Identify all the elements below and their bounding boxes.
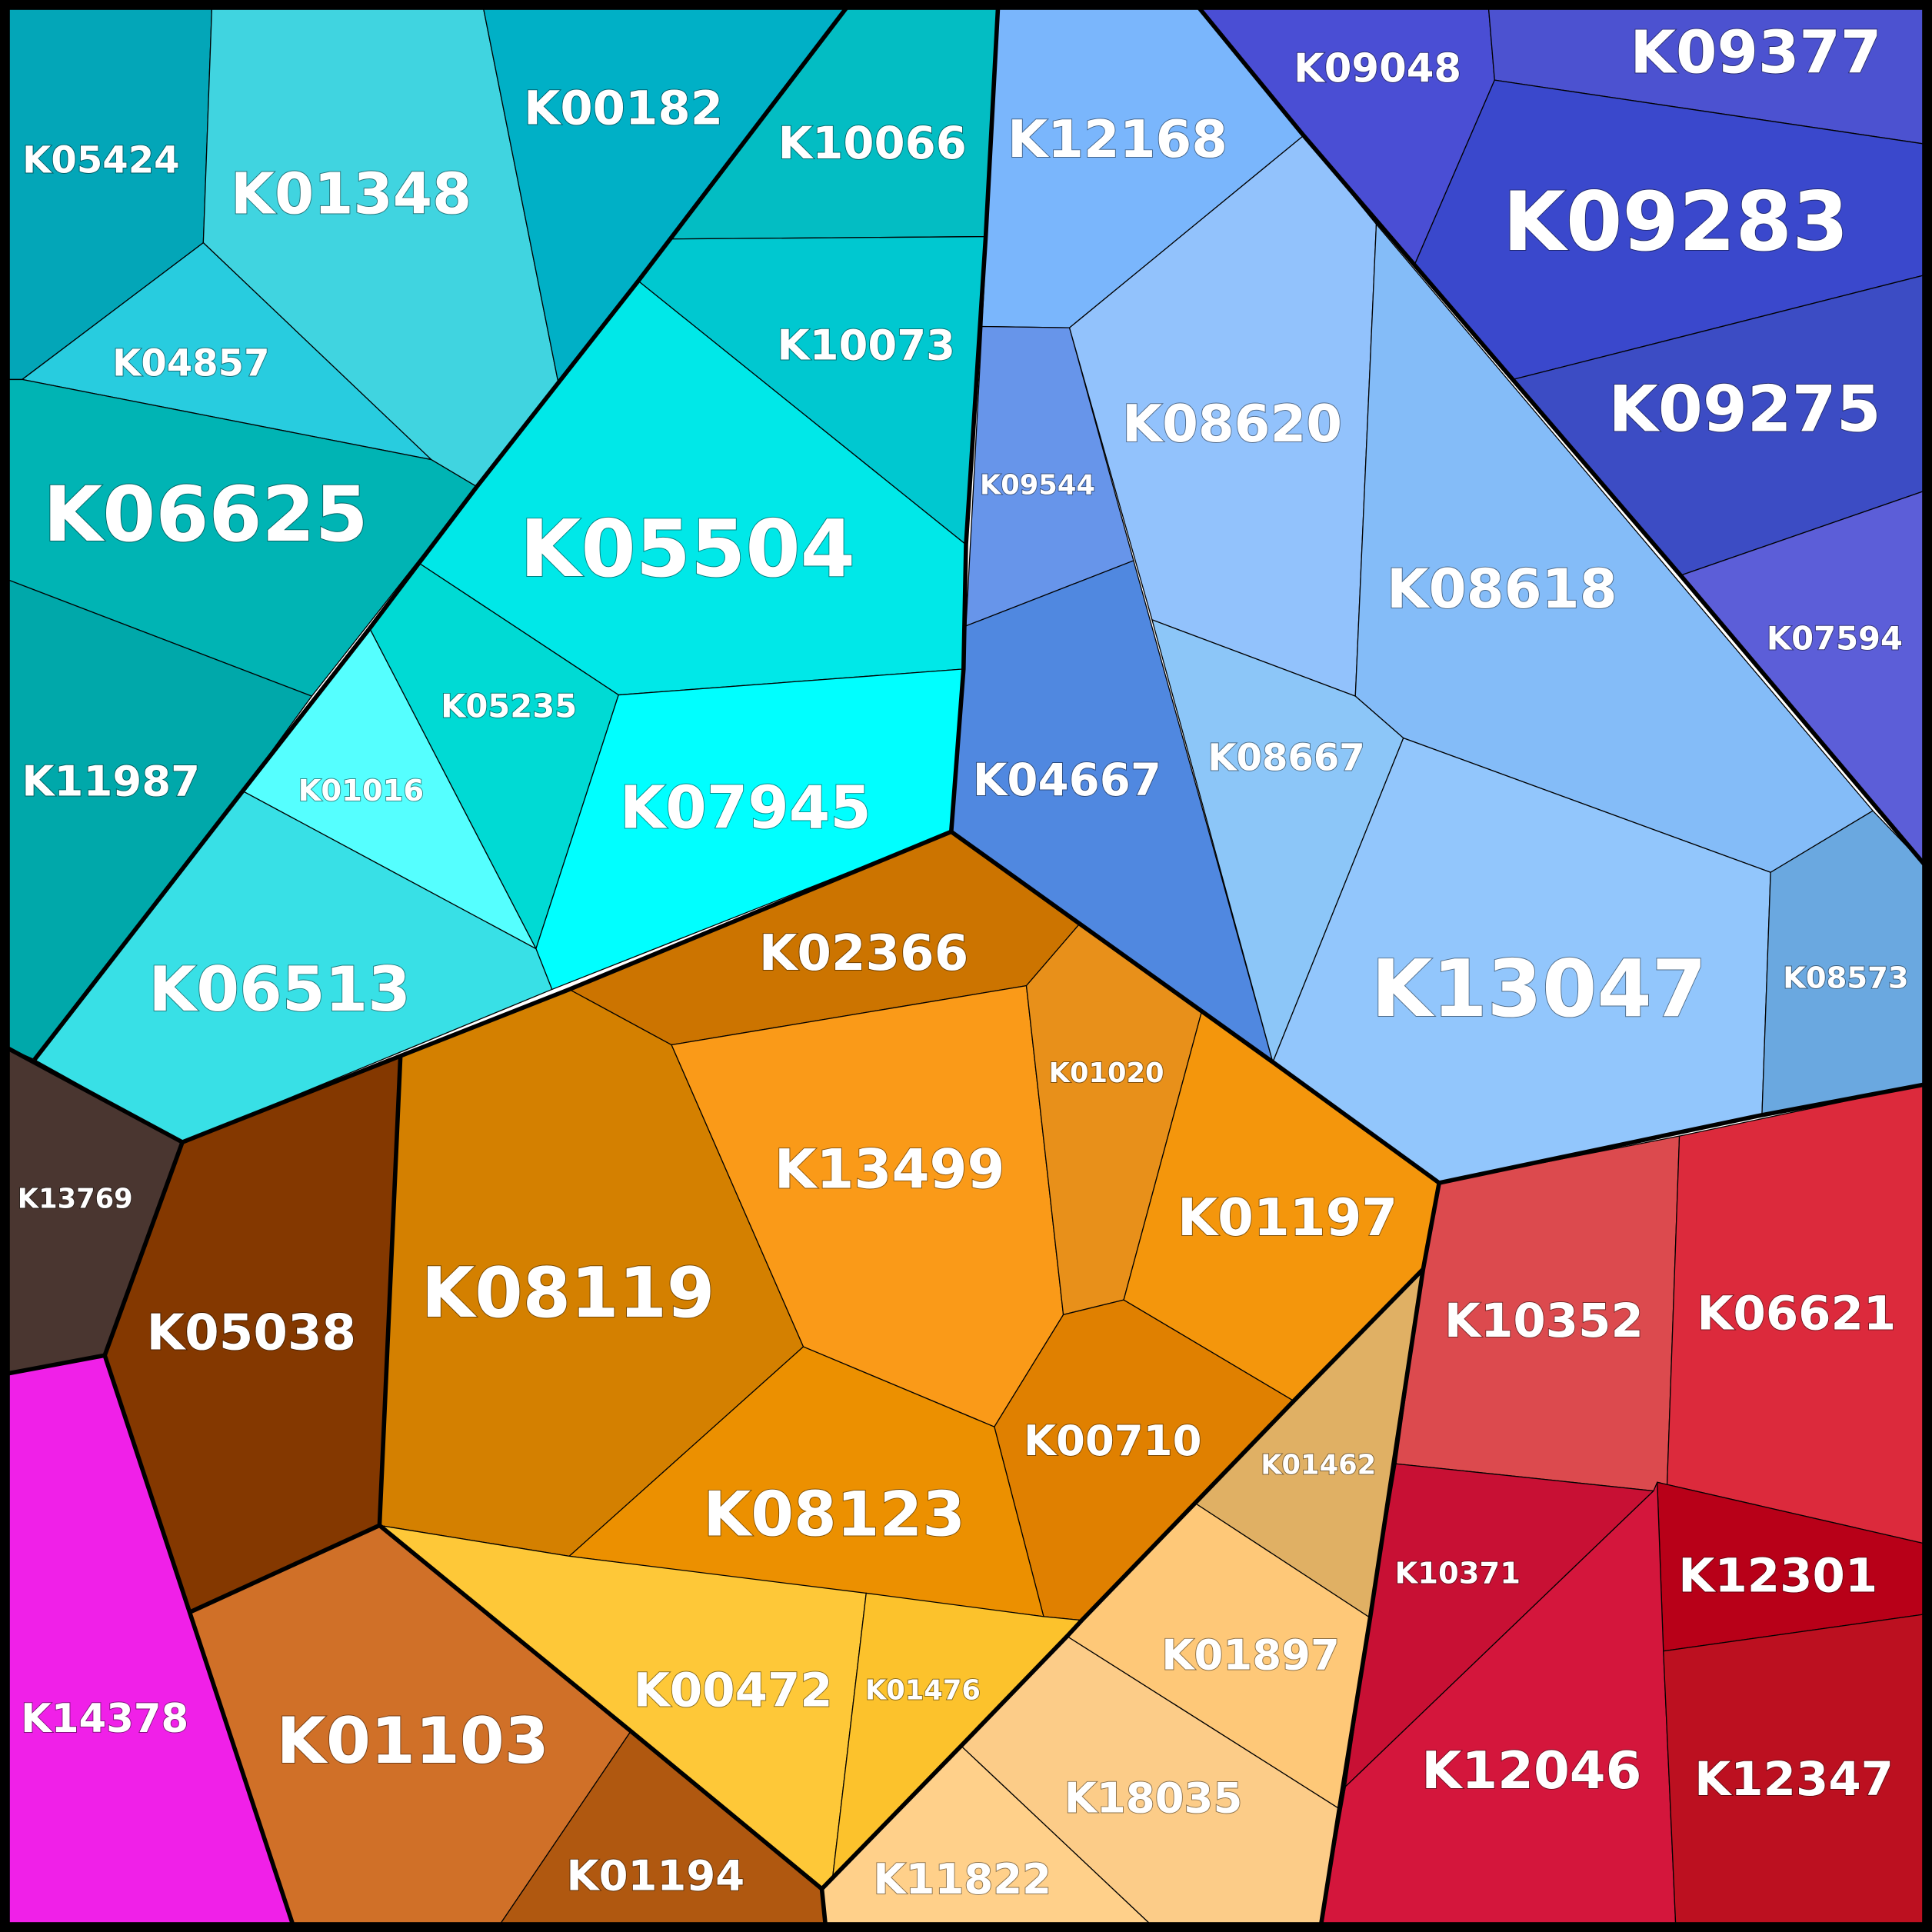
cell-label: K05235 (441, 687, 577, 724)
cell-label: K07594 (1767, 619, 1903, 657)
cell-label: K01897 (1161, 1631, 1340, 1680)
cell-label: K01194 (566, 1850, 744, 1900)
cell-label: K06513 (148, 954, 411, 1025)
cell-label: K05038 (147, 1304, 357, 1361)
cell-label: K13047 (1371, 944, 1707, 1035)
cell-label: K01462 (1261, 1449, 1376, 1481)
group-border (1438, 1082, 1927, 1185)
cell-label: K13769 (18, 1183, 133, 1214)
cell (535, 668, 964, 991)
cell-label: K09544 (980, 470, 1095, 501)
cell-label: K12347 (1694, 1752, 1894, 1807)
cell-label: K10352 (1444, 1294, 1644, 1348)
cell-label: K01016 (298, 774, 425, 808)
cell-label: K01103 (277, 1704, 549, 1778)
cell-label: K08573 (1783, 961, 1909, 996)
cell-label: K06621 (1697, 1286, 1896, 1341)
group-border (5, 1141, 185, 1377)
cells (5, 5, 1927, 1927)
cell-label: K01476 (865, 1675, 981, 1707)
group-border (32, 5, 850, 1061)
cell-label: K09283 (1503, 175, 1849, 269)
cell-label: K01020 (1049, 1058, 1164, 1089)
cell-label: K12168 (1008, 109, 1227, 169)
cell-label: K08667 (1208, 736, 1364, 779)
group-border (948, 5, 1001, 832)
cell-label: K00472 (634, 1664, 833, 1718)
cell-label: K07945 (620, 774, 871, 842)
cell-label: K10371 (1394, 1556, 1521, 1591)
cell-label: K10073 (777, 321, 955, 370)
group-border (1196, 5, 1928, 868)
group-border (1318, 1182, 1441, 1927)
group-border (377, 1055, 824, 1891)
cell-label: K06625 (43, 471, 368, 559)
cell-label: K00710 (1024, 1416, 1202, 1465)
cell-label: K02366 (759, 925, 969, 982)
cell-label: K11822 (873, 1854, 1051, 1904)
cell-label: K18035 (1064, 1773, 1243, 1822)
cell-label: K01197 (1178, 1188, 1397, 1247)
cell-label: K05504 (520, 504, 855, 595)
group-borders (5, 5, 1928, 1927)
labels: K05424 K01348 K00182 K10066 K10073 K04857 K066… (17, 18, 1910, 1904)
cell-label: K14378 (21, 1696, 188, 1742)
group-border (950, 830, 1441, 1185)
cell-label: K10066 (778, 117, 967, 169)
group-border (190, 1523, 381, 1614)
cell-label: K04667 (973, 754, 1161, 806)
cell-label: K13499 (774, 1138, 1005, 1201)
cell-label: K09275 (1608, 371, 1880, 446)
cell-label: K05424 (22, 138, 179, 182)
cell-label: K09377 (1630, 18, 1881, 87)
cell-label: K08620 (1122, 394, 1342, 454)
cell-label: K08123 (703, 1478, 965, 1550)
cell-label: K08618 (1387, 558, 1617, 621)
cell-label: K09048 (1294, 46, 1461, 92)
cell-label: K12046 (1421, 1740, 1641, 1800)
cell-label: K01348 (231, 162, 471, 228)
cell-label: K00182 (524, 81, 723, 135)
cell-label: K04857 (112, 342, 269, 385)
group-border (102, 1354, 295, 1927)
cell-label: K08119 (421, 1254, 715, 1334)
cell-label: K11987 (22, 757, 200, 806)
cell-label: K12301 (1678, 1549, 1877, 1604)
